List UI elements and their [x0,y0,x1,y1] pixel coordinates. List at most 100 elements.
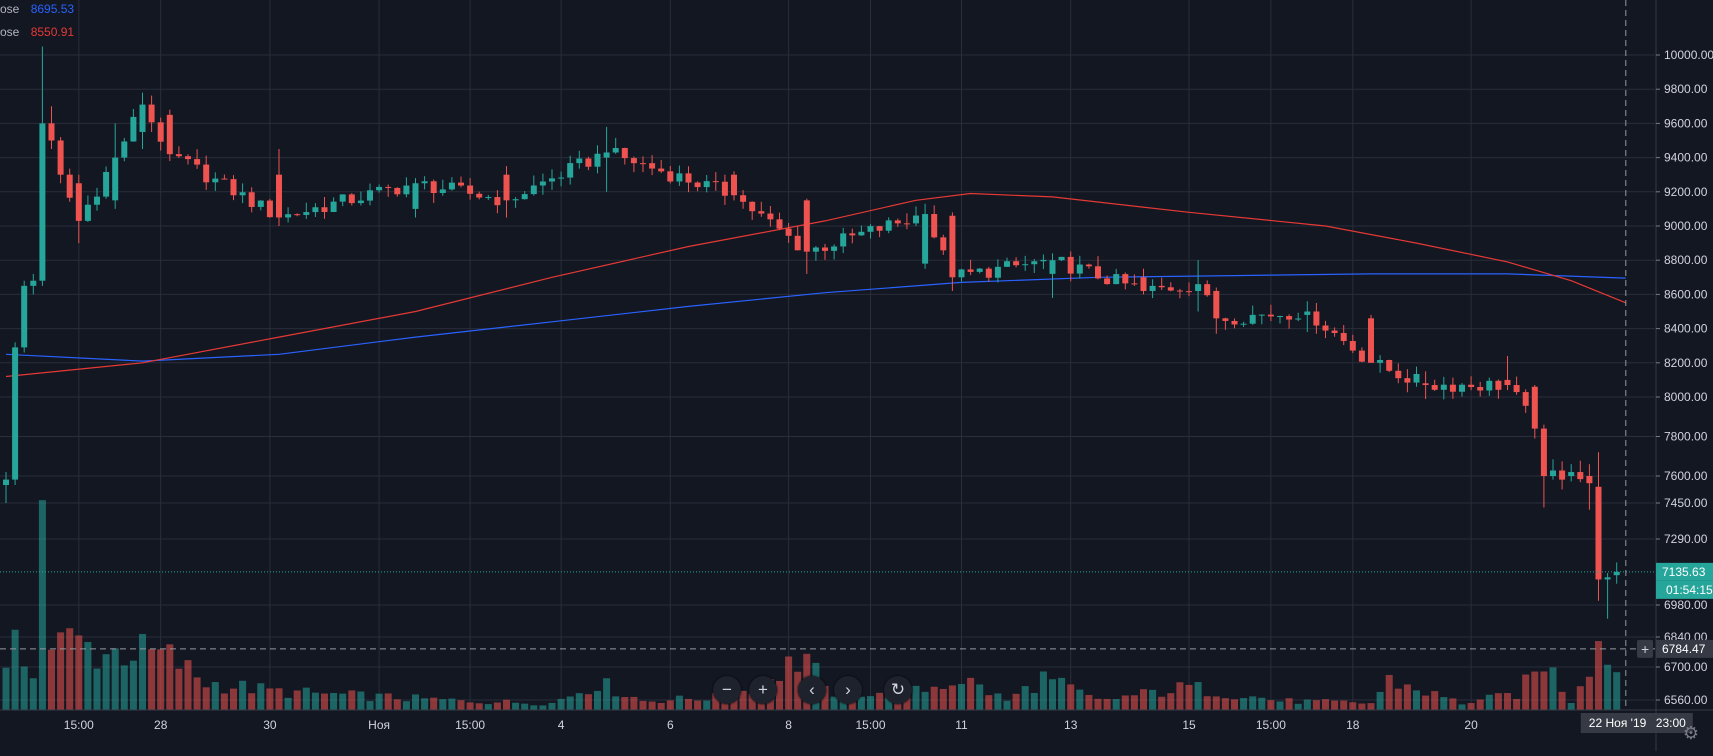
volume-bar[interactable] [1522,674,1530,710]
candle[interactable] [348,193,355,206]
volume-bar[interactable] [912,685,920,710]
candle[interactable] [867,224,874,239]
volume-bar[interactable] [357,691,365,710]
candle-body[interactable] [794,235,801,251]
volume-bar[interactable] [830,696,838,710]
candle-body[interactable] [721,181,728,196]
candle-body[interactable] [585,158,592,167]
volume-bar[interactable] [1540,671,1548,710]
candle-body[interactable] [203,164,210,183]
volume-bar[interactable] [739,690,747,710]
volume-bar[interactable] [48,649,55,710]
volume-bar[interactable] [330,692,338,710]
volume-bar[interactable] [1003,700,1011,710]
candle[interactable] [175,146,182,159]
candle[interactable] [321,196,328,219]
candle-body[interactable] [894,220,901,224]
candle[interactable] [1022,255,1029,271]
volume-bar[interactable] [1376,691,1384,710]
candle-body[interactable] [594,153,601,167]
candle[interactable] [157,117,164,151]
candle-body[interactable] [1113,274,1120,285]
candle[interactable] [1031,258,1038,273]
volume-bar[interactable] [220,693,228,710]
volume-bar[interactable] [776,680,783,710]
candle-body[interactable] [1349,341,1356,351]
volume-bar[interactable] [657,702,665,710]
candle-body[interactable] [1304,311,1311,315]
candle[interactable] [1004,257,1010,267]
scroll-left-button[interactable]: ‹ [798,676,826,704]
volume-bar[interactable] [1294,703,1302,710]
volume-bar[interactable] [38,500,46,710]
candle[interactable] [1586,464,1593,510]
volume-bar[interactable] [1440,697,1448,710]
volume-bar[interactable] [339,693,347,710]
volume-bar[interactable] [1303,699,1311,710]
volume-bar[interactable] [1249,696,1257,710]
ma-long-line[interactable] [5,273,1626,362]
candle[interactable] [1240,321,1247,328]
candle-body[interactable] [221,178,228,180]
candle[interactable] [940,234,947,255]
candle[interactable] [1040,254,1047,270]
volume-bar[interactable] [548,702,556,710]
candle[interactable] [1122,272,1129,290]
candle-body[interactable] [1413,373,1420,383]
candle-body[interactable] [567,163,574,178]
candle-body[interactable] [385,186,392,188]
candle-body[interactable] [185,156,191,160]
volume-bar[interactable] [1176,682,1184,710]
candle-body[interactable] [1431,385,1438,390]
candle-body[interactable] [1295,318,1302,320]
candle-body[interactable] [157,122,164,142]
volume-bar[interactable] [1212,696,1220,710]
candle[interactable] [521,191,528,200]
candle[interactable] [567,155,574,185]
volume-bar[interactable] [1367,703,1375,710]
candle[interactable] [803,198,810,274]
candle-body[interactable] [3,479,9,485]
candle[interactable] [1559,461,1566,490]
candle[interactable] [985,266,992,282]
volume-bar[interactable] [1531,671,1539,710]
volume-bar[interactable] [466,702,474,710]
candle-body[interactable] [1377,360,1384,363]
candle-body[interactable] [285,214,292,218]
volume-bar[interactable] [994,693,1002,710]
candle-body[interactable] [640,163,646,165]
candle[interactable] [958,268,965,282]
candle[interactable] [1540,424,1547,508]
candle[interactable] [257,200,264,211]
volume-bar[interactable] [730,699,738,710]
candle[interactable] [1176,288,1183,299]
volume-bar[interactable] [1039,671,1047,710]
candle-body[interactable] [1167,287,1174,291]
candle[interactable] [840,227,847,254]
candle-body[interactable] [1404,378,1411,383]
volume-bar[interactable] [111,648,119,710]
candle[interactable] [75,174,82,244]
candle[interactable] [585,156,592,171]
volume-bar[interactable] [293,690,301,710]
candle[interactable] [1049,253,1056,298]
candle[interactable] [230,175,237,201]
scroll-right-button[interactable]: › [834,676,862,704]
candle-body[interactable] [1559,470,1566,480]
candle-body[interactable] [685,173,692,183]
candle-body[interactable] [1586,476,1593,484]
volume-bar[interactable] [29,678,37,710]
volume-bar[interactable] [1504,693,1511,710]
volume-bar[interactable] [1085,694,1093,710]
candle[interactable] [403,177,410,198]
volume-bar[interactable] [1558,691,1566,710]
volume-bar[interactable] [393,699,401,710]
candle-body[interactable] [485,197,492,199]
volume-bar[interactable] [184,660,192,710]
zoom-out-button[interactable]: − [713,676,741,704]
candle-body[interactable] [1313,311,1320,326]
zoom-in-button[interactable]: + [749,676,777,704]
volume-bar[interactable] [584,694,592,710]
candle-body[interactable] [430,181,437,194]
candle[interactable] [21,280,28,353]
